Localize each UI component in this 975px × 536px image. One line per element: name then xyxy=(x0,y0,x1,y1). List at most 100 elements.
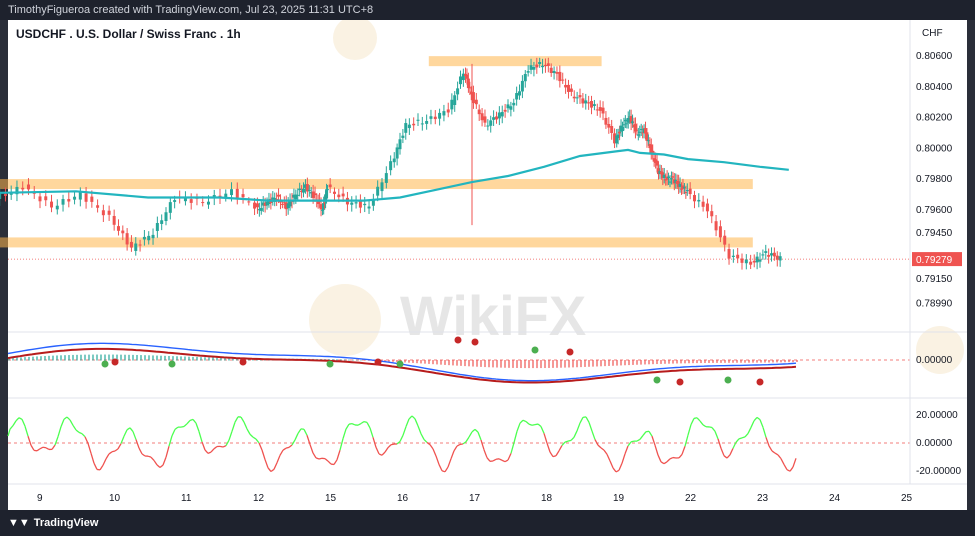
macd-pane[interactable]: 0.00000 xyxy=(7,336,953,386)
candle-body xyxy=(651,150,655,153)
tradingview-logo[interactable]: ▼▼ TradingView xyxy=(0,517,98,529)
macd-histogram-bar xyxy=(732,360,734,363)
osc-segment xyxy=(621,453,626,464)
candle-body xyxy=(610,126,614,133)
candle-body xyxy=(469,91,473,95)
osc-segment xyxy=(651,435,656,446)
osc-segment xyxy=(567,439,572,442)
candle-body xyxy=(705,203,709,212)
macd-histogram-bar xyxy=(716,360,718,363)
x-tick-label: 25 xyxy=(901,493,913,504)
macd-histogram-bar xyxy=(172,356,174,361)
candle-body xyxy=(755,256,759,263)
osc-segment xyxy=(639,435,644,440)
osc-segment xyxy=(669,456,674,460)
oscillator-pane[interactable]: 20.00000 0.00000 -20.00000 xyxy=(7,410,961,477)
osc-segment xyxy=(339,438,344,451)
osc-segment xyxy=(7,428,11,437)
candle-body xyxy=(325,190,329,199)
osc-segment xyxy=(303,428,308,436)
macd-histogram-bar xyxy=(756,360,758,363)
osc-segment xyxy=(534,423,539,426)
zone-1 xyxy=(0,179,753,190)
macd-cross-marker xyxy=(724,376,732,384)
chart-header: TimothyFigueroa created with TradingView… xyxy=(0,0,975,20)
macd-histogram-bar xyxy=(508,360,510,368)
candle-body xyxy=(492,117,496,120)
macd-histogram-bar xyxy=(392,360,394,362)
candle-body xyxy=(723,235,727,245)
macd-histogram-bar xyxy=(460,360,462,366)
osc-segment xyxy=(180,425,185,428)
candle-body xyxy=(532,67,536,70)
candle-body xyxy=(241,194,245,198)
osc-segment xyxy=(108,451,113,455)
candle-body xyxy=(538,61,542,64)
osc-segment xyxy=(702,424,707,428)
macd-histogram-bar xyxy=(776,360,778,363)
macd-histogram-bar xyxy=(352,359,354,361)
osc-segment xyxy=(546,442,551,453)
osc-segment xyxy=(666,458,671,463)
osc-segment xyxy=(786,469,791,472)
macd-histogram-bar xyxy=(760,360,762,363)
x-tick-label: 18 xyxy=(541,493,553,504)
candle-body xyxy=(631,121,635,124)
osc-segment xyxy=(483,449,488,458)
x-tick-label: 17 xyxy=(469,493,481,504)
osc-segment xyxy=(156,464,161,468)
osc-segment xyxy=(336,450,341,460)
candle-body xyxy=(668,181,672,183)
osc-segment xyxy=(186,420,191,425)
osc-segment xyxy=(153,460,158,466)
osc-segment xyxy=(222,445,227,448)
osc-segment xyxy=(384,447,389,453)
candle-body xyxy=(572,96,576,99)
osc-segment xyxy=(720,448,725,456)
price-tick-label: 0.80000 xyxy=(916,143,953,154)
candle-body xyxy=(337,194,341,198)
osc-segment xyxy=(726,454,731,459)
osc-segment xyxy=(537,423,542,428)
macd-histogram-bar xyxy=(600,360,602,367)
candle-body xyxy=(147,235,151,241)
osc-segment xyxy=(738,437,743,440)
candle-body xyxy=(189,199,193,203)
candle-body xyxy=(50,201,54,208)
macd-histogram-bar xyxy=(528,360,530,369)
candle-body xyxy=(529,65,533,70)
macd-cross-marker xyxy=(531,346,539,354)
candle-body xyxy=(84,193,88,202)
candle-body xyxy=(376,186,380,196)
osc-segment xyxy=(558,445,563,452)
osc-segment xyxy=(522,419,527,423)
macd-histogram-bar xyxy=(108,354,110,361)
osc-segment xyxy=(90,453,95,464)
osc-segment xyxy=(774,452,779,456)
x-tick-label: 24 xyxy=(829,493,841,504)
candle-body xyxy=(503,109,507,112)
osc-segment xyxy=(504,459,509,463)
osc-segment xyxy=(789,466,794,472)
osc-segment xyxy=(159,464,164,468)
osc-segment xyxy=(372,437,377,448)
osc-segment xyxy=(687,424,692,436)
main-pane[interactable] xyxy=(0,57,910,270)
osc-segment xyxy=(486,457,491,462)
macd-histogram-bar xyxy=(32,356,34,361)
osc-segment xyxy=(540,426,545,434)
footer: ▼▼ TradingView xyxy=(0,510,975,536)
osc-segment xyxy=(51,444,56,450)
candle-body xyxy=(303,184,307,188)
macd-histogram-bar xyxy=(456,360,458,366)
candle-body xyxy=(635,129,639,131)
chart[interactable]: WikiFX 0.00000 20.000000.00000-20.00000 … xyxy=(0,20,975,510)
osc-segment xyxy=(768,445,773,452)
candle-body xyxy=(307,189,311,191)
macd-histogram-bar xyxy=(152,355,154,361)
osc-segment xyxy=(192,418,197,424)
macd-histogram-bar xyxy=(684,360,686,364)
candle-body xyxy=(328,184,332,188)
candle-body xyxy=(736,254,740,259)
osc-segment xyxy=(624,445,629,455)
